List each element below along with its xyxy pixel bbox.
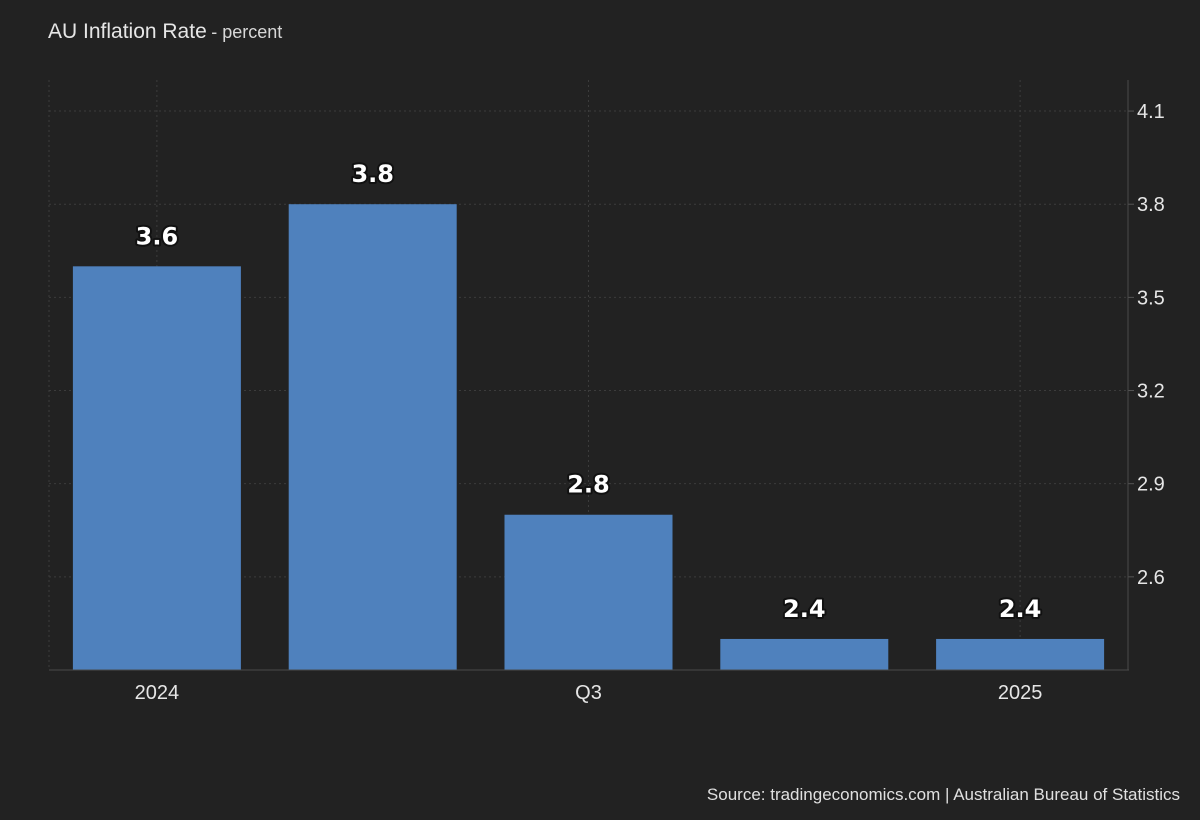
y-tick-label: 3.8 xyxy=(1137,194,1165,216)
bar xyxy=(936,638,1105,670)
y-tick-label: 2.6 xyxy=(1137,567,1165,589)
x-tick-label: Q3 xyxy=(575,682,602,704)
y-tick-label: 4.1 xyxy=(1137,101,1165,123)
data-label: 2.4 xyxy=(999,595,1042,623)
bars xyxy=(72,204,1105,671)
x-tick-label: 2025 xyxy=(998,682,1043,704)
chart-title-unit: - percent xyxy=(211,22,283,42)
bar xyxy=(504,514,673,670)
y-tick-label: 3.2 xyxy=(1137,381,1165,403)
data-label: 3.6 xyxy=(136,222,179,250)
chart-title: AU Inflation Rate - percent xyxy=(48,20,282,44)
data-label: 3.8 xyxy=(351,160,394,188)
chart-title-main: AU Inflation Rate xyxy=(48,20,207,43)
bar xyxy=(720,638,889,670)
axes: 2.6 2.9 3.2 3.5 3.8 4.1 2024 Q3 2025 xyxy=(49,80,1165,704)
y-tick-label: 3.5 xyxy=(1137,287,1165,309)
data-label: 2.4 xyxy=(783,595,826,623)
data-labels: 3.6 3.8 2.8 2.4 2.4 xyxy=(134,158,1044,625)
bar xyxy=(72,266,241,670)
data-label: 2.8 xyxy=(567,471,610,499)
bar xyxy=(288,204,457,671)
x-tick-label: 2024 xyxy=(135,682,180,704)
source-credit: Source: tradingeconomics.com | Australia… xyxy=(706,785,1180,804)
y-tick-label: 2.9 xyxy=(1137,474,1165,496)
